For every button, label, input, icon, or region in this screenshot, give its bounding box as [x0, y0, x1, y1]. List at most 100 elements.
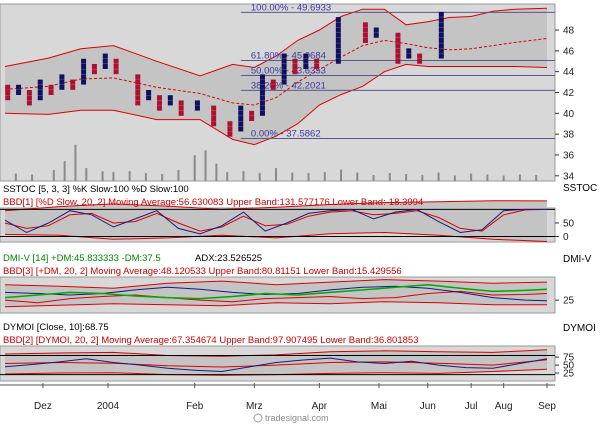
- volume-bar: [31, 174, 34, 181]
- pf-x-box: [335, 32, 341, 38]
- volume-bar: [128, 171, 131, 181]
- pf-x-box: [281, 74, 287, 80]
- volume-bar: [356, 172, 359, 181]
- pf-x-box: [37, 84, 43, 90]
- pf-x-box: [438, 53, 444, 59]
- volume-bar: [340, 169, 343, 181]
- pf-o-box: [26, 95, 32, 101]
- pf-o-box: [227, 126, 233, 132]
- pf-o-box: [292, 69, 298, 75]
- dmi-upper-band-line: [4, 279, 548, 289]
- pf-x-box: [59, 84, 65, 90]
- dymoi-line: [4, 357, 548, 373]
- volume-bar: [226, 172, 229, 181]
- pane-title-dmi: DMI-V: [563, 254, 592, 265]
- price-y-tick-label: 40: [563, 109, 575, 120]
- volume-bar: [215, 163, 218, 181]
- volume-bar: [74, 144, 77, 181]
- x-tick-label: Mai: [371, 401, 387, 412]
- volume-bar: [291, 172, 294, 181]
- pf-x-box: [81, 58, 87, 64]
- pf-o-box: [135, 95, 141, 101]
- pf-x-box: [102, 58, 108, 64]
- pf-x-box: [81, 69, 87, 75]
- pf-x-box: [146, 95, 152, 101]
- volume-bar: [14, 173, 17, 181]
- price-lower-band-line: [4, 63, 548, 146]
- sstoc-k-slow-line: [4, 208, 547, 235]
- watermark-logo-icon: [253, 413, 263, 423]
- pf-o-box: [270, 84, 276, 90]
- pf-o-box: [26, 90, 32, 95]
- pf-x-box: [406, 48, 412, 54]
- dmi-legend-adx: ADX:23.526525: [195, 253, 262, 264]
- sstoc-legend-line2: BBD[1] [%D Slow, 20, 2] Moving Average:5…: [3, 197, 423, 208]
- dymoi-moving-average-line: [4, 359, 548, 368]
- pf-o-box: [314, 58, 320, 64]
- pf-o-box: [156, 105, 162, 111]
- fib-level-label: 50.00% - 43.6353: [251, 65, 326, 76]
- pf-x-box: [167, 100, 173, 106]
- x-tick-label: Dez: [34, 401, 52, 412]
- pf-o-box: [395, 53, 401, 59]
- pf-x-box: [37, 90, 43, 95]
- pf-x-box: [81, 63, 87, 69]
- pf-o-box: [135, 84, 141, 90]
- pf-o-box: [395, 32, 401, 38]
- pf-o-box: [270, 79, 276, 85]
- pf-x-box: [335, 22, 341, 28]
- pf-o-box: [395, 48, 401, 54]
- price-pane: 100.00% - 49.6933 61.80% - 45.0684 50.00% …: [0, 2, 575, 182]
- x-tick-label: Feb: [186, 401, 204, 412]
- pf-o-box: [178, 100, 184, 106]
- sstoc-pane: 050: [0, 200, 575, 243]
- pf-x-box: [37, 79, 43, 85]
- pf-o-box: [314, 63, 320, 69]
- x-tick-label: Mrz: [246, 401, 263, 412]
- pf-o-box: [5, 95, 11, 101]
- price-y-tick-label: 36: [563, 150, 575, 161]
- volume-bar: [453, 175, 456, 181]
- pf-o-box: [292, 63, 298, 69]
- pf-x-box: [303, 63, 309, 69]
- dymoi-legend-line1: DYMOI [Close, 10]:68.75: [3, 322, 109, 333]
- pf-o-box: [362, 32, 368, 38]
- watermark-text: tradesignal.com: [265, 413, 329, 423]
- x-tick-label: Sep: [538, 401, 556, 412]
- dymoi-upper-band-line: [4, 349, 548, 357]
- pf-o-box: [292, 58, 298, 64]
- pf-o-box: [70, 79, 76, 85]
- pf-o-box: [91, 69, 97, 75]
- pf-x-box: [81, 79, 87, 85]
- pf-o-box: [178, 105, 184, 111]
- pf-o-box: [227, 131, 233, 137]
- dmi-plus-dm-line: [4, 283, 548, 300]
- volume-bar: [323, 172, 326, 181]
- dymoi-legend-line2: BBD[2] [DYMOI, 20, 2] Moving Average:67.…: [3, 335, 418, 346]
- sstoc-y-tick-label: 0: [563, 232, 569, 243]
- pf-x-box: [373, 32, 379, 38]
- dymoi-y-tick-label: 50: [563, 361, 575, 372]
- dmi-lower-band-line: [4, 301, 547, 308]
- pf-x-box: [281, 63, 287, 69]
- dmi-legend-line1: DMI-V [14] +DM:45.833333 -DM:37.5: [3, 253, 161, 264]
- dmi-pane: 25: [0, 276, 575, 314]
- volume-bar: [275, 168, 277, 181]
- x-tick-label: Jul: [465, 401, 478, 412]
- pf-o-box: [249, 110, 255, 116]
- pf-x-box: [335, 43, 341, 49]
- pf-x-box: [373, 27, 379, 33]
- pf-x-box: [281, 53, 287, 59]
- volume-bar: [258, 173, 261, 181]
- pf-x-box: [259, 110, 265, 116]
- pf-x-box: [281, 69, 287, 75]
- pf-x-box: [335, 58, 341, 64]
- price-y-tick-label: 48: [563, 26, 575, 37]
- pf-o-box: [48, 90, 54, 95]
- price-middle-band-line: [4, 37, 548, 106]
- x-tick-label: Aug: [495, 401, 513, 412]
- pf-x-box: [281, 79, 287, 85]
- pf-o-box: [156, 95, 162, 101]
- x-tick-label: Jun: [420, 401, 436, 412]
- volume-bar: [101, 171, 104, 181]
